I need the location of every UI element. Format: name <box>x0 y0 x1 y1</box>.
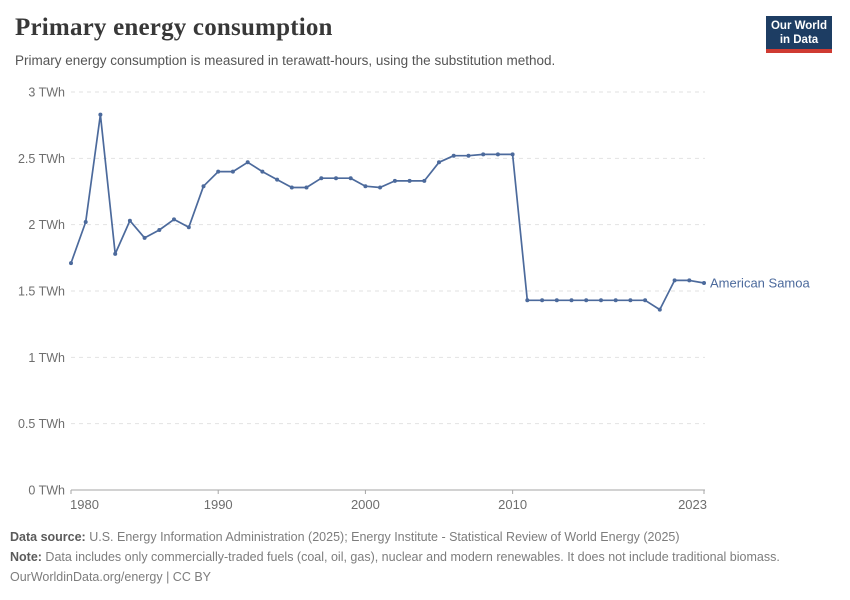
data-point <box>599 298 603 303</box>
data-point <box>628 298 633 303</box>
data-point <box>378 185 383 190</box>
line-chart: 0 TWh 0.5 TWh 1 TWh 1.5 TWh 2 TWh 2.5 TWh 3 TW… <box>0 80 850 520</box>
data-point <box>687 278 692 283</box>
data-point <box>525 298 530 303</box>
data-point <box>142 235 147 240</box>
y-tick-label: 2.5 TWh <box>18 152 65 166</box>
data-point <box>495 152 500 157</box>
page-title: Primary energy consumption <box>15 14 333 41</box>
data-point <box>275 177 280 182</box>
data-point <box>451 153 456 158</box>
datasource-line: Data source: U.S. Energy Information Adm… <box>10 527 840 547</box>
data-point <box>481 152 486 157</box>
data-point <box>83 220 88 224</box>
data-point <box>422 178 427 183</box>
datasource-text: U.S. Energy Information Administration (… <box>85 530 680 544</box>
y-tick-label: 0 TWh <box>28 484 65 498</box>
note-text: Data includes only commercially-traded f… <box>41 550 780 564</box>
x-tick-label: 1990 <box>204 497 233 512</box>
datasource-label: Data source: <box>10 530 86 544</box>
data-point <box>437 160 441 165</box>
line-chart-canvas: 0 TWh 0.5 TWh 1 TWh 1.5 TWh 2 TWh 2.5 TWh 3 TW… <box>18 86 810 513</box>
data-point <box>201 184 206 189</box>
data-point <box>392 178 397 183</box>
note-line: Note: Data includes only commercially-tr… <box>10 547 840 567</box>
data-point <box>260 169 265 174</box>
y-tick-label: 3 TWh <box>28 86 65 100</box>
x-tick-label: 2023 <box>678 497 707 512</box>
note-label: Note: <box>10 550 42 564</box>
data-point <box>304 185 309 190</box>
data-point <box>363 184 368 189</box>
y-tick-label: 0.5 TWh <box>18 417 65 431</box>
owid-logo-line2: in Data <box>779 34 819 47</box>
data-point <box>319 176 324 181</box>
data-point <box>216 169 221 174</box>
data-point <box>113 251 118 256</box>
y-tick-label: 2 TWh <box>28 218 65 232</box>
data-point <box>613 298 618 303</box>
data-point <box>186 225 191 230</box>
data-point <box>334 176 338 181</box>
data-point <box>702 281 706 285</box>
data-point <box>569 298 574 303</box>
data-point <box>69 261 73 266</box>
data-point <box>540 298 545 303</box>
y-tick-label: 1 TWh <box>28 351 65 365</box>
data-point <box>245 160 250 165</box>
data-point <box>672 278 677 283</box>
chart-footer: Data source: U.S. Energy Information Adm… <box>10 527 840 587</box>
x-tick-label: 2010 <box>498 497 527 512</box>
data-point <box>510 152 515 157</box>
data-point <box>157 228 162 232</box>
data-point <box>643 298 648 303</box>
data-point <box>289 185 294 190</box>
data-point <box>230 169 235 174</box>
data-point <box>348 176 353 181</box>
data-point <box>98 112 103 117</box>
data-point <box>466 153 471 158</box>
license-line: OurWorldinData.org/energy | CC BY <box>10 570 212 584</box>
data-point <box>554 298 559 303</box>
x-tick-label: 2000 <box>351 497 380 512</box>
data-point <box>657 307 662 312</box>
series-entity-label: American Samoa <box>710 276 810 291</box>
x-tick-label: 1980 <box>70 497 99 512</box>
data-point <box>584 298 589 303</box>
series-line <box>70 113 705 311</box>
y-tick-label: 1.5 TWh <box>18 285 65 299</box>
owid-logo-line1: Our World <box>770 20 827 32</box>
data-point <box>407 178 412 183</box>
data-point <box>172 217 176 222</box>
owid-logo[interactable]: Our World in Data <box>766 16 832 53</box>
chart-subtitle: Primary energy consumption is measured i… <box>15 53 556 68</box>
data-point <box>127 218 132 223</box>
